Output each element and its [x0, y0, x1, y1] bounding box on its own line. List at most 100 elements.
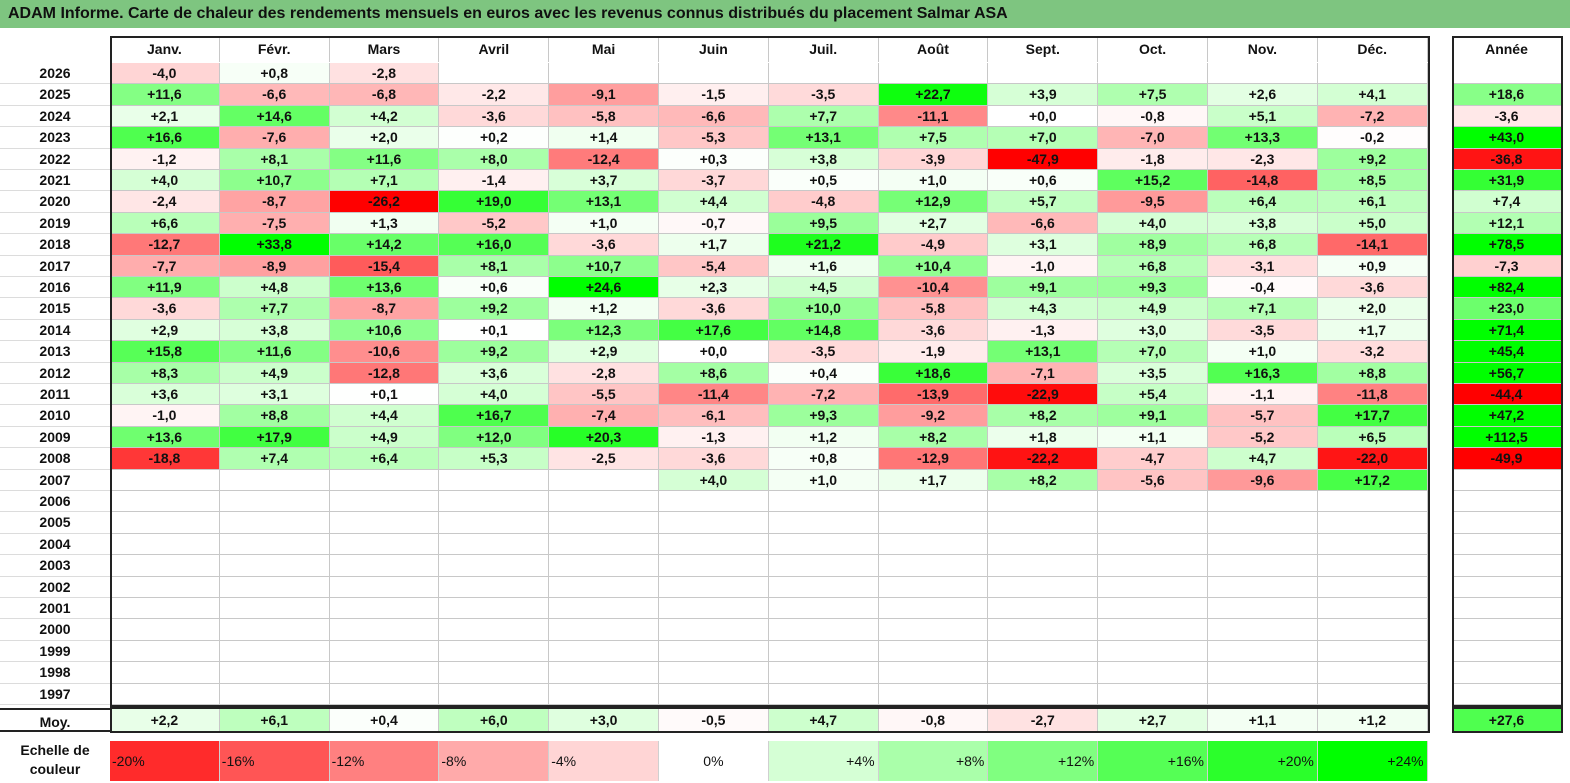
heatmap-cell [988, 662, 1099, 684]
heatmap-cell: +8,3 [110, 362, 220, 384]
year-label: 2017 [0, 256, 110, 277]
heatmap-cell: +5,0 [1317, 212, 1428, 235]
year-label: 2010 [0, 405, 110, 427]
heatmap-cell [1208, 533, 1318, 556]
heatmap-cell: -3,6 [1317, 277, 1428, 299]
heatmap-cell [1208, 63, 1318, 85]
heatmap-cell: -3,6 [659, 298, 769, 320]
heatmap-cell: +13,3 [1208, 127, 1318, 149]
heatmap-cell: +8,1 [219, 148, 330, 170]
heatmap-cell: +10,4 [878, 255, 989, 277]
heatmap-cell: +9,3 [1098, 277, 1208, 299]
heatmap-cell: -9,6 [1208, 469, 1318, 491]
heatmap-cell: -3,5 [768, 84, 879, 106]
heatmap-cell [549, 598, 659, 620]
heatmap-cell: -0,8 [1098, 105, 1208, 128]
month-header: Juin [659, 36, 769, 62]
annual-cell: +7,4 [1452, 191, 1562, 213]
heatmap-cell: +0,8 [219, 63, 330, 85]
year-label: 2005 [0, 512, 110, 534]
heatmap-cell: +13,6 [110, 426, 220, 449]
heatmap-cell: +0,1 [329, 384, 440, 406]
heatmap-cell [659, 683, 769, 705]
annual-cell [1452, 576, 1562, 598]
heatmap-cell [878, 63, 989, 85]
heatmap-cell: -2,8 [549, 362, 659, 384]
heatmap-cell [549, 533, 659, 556]
annual-cell [1452, 63, 1562, 85]
heatmap-cell [768, 491, 879, 513]
year-label: 1999 [0, 641, 110, 663]
heatmap-cell [1208, 512, 1318, 534]
annual-cell [1452, 491, 1562, 513]
heatmap-cell: +13,1 [549, 191, 659, 213]
heatmap-cell [878, 640, 989, 663]
month-header: Juil. [769, 36, 879, 62]
average-cell: -0,5 [659, 708, 769, 732]
heatmap-cell: +3,8 [219, 319, 330, 342]
heatmap-cell [110, 619, 220, 641]
heatmap-cell: +3,1 [988, 234, 1099, 256]
year-label: 2006 [0, 491, 110, 513]
annual-cell: +82,4 [1452, 277, 1562, 299]
heatmap-cell: -3,6 [439, 105, 550, 128]
heatmap-cell: -6,6 [988, 212, 1099, 235]
heatmap-cell: -6,8 [329, 84, 440, 106]
annual-cell [1452, 512, 1562, 534]
heatmap-cell: +0,1 [439, 319, 550, 342]
heatmap-cell [219, 555, 330, 577]
heatmap-cell [1208, 491, 1318, 513]
heatmap-cell: +9,1 [988, 277, 1099, 299]
heatmap-cell: +0,6 [988, 170, 1099, 192]
heatmap-cell: -5,8 [878, 298, 989, 320]
heatmap-cell: +2,3 [659, 277, 769, 299]
heatmap-cell [1208, 683, 1318, 705]
heatmap-cell: -26,2 [329, 191, 440, 213]
heatmap-cell [439, 469, 550, 491]
heatmap-cell [1317, 576, 1428, 598]
heatmap-cell: +8,8 [1317, 362, 1428, 384]
heatmap-cell: +11,6 [329, 148, 440, 170]
heatmap-cell: +1,2 [549, 298, 659, 320]
heatmap-cell [1317, 640, 1428, 663]
year-label: 2001 [0, 598, 110, 620]
heatmap-cell [768, 63, 879, 85]
heatmap-cell: +17,6 [659, 319, 769, 342]
heatmap-cell: -4,7 [1098, 448, 1208, 470]
heatmap-cell [659, 640, 769, 663]
color-scale-stop: +20% [1208, 741, 1318, 781]
heatmap-cell [549, 555, 659, 577]
heatmap-cell: +4,4 [659, 191, 769, 213]
heatmap-cell [329, 555, 440, 577]
heatmap-cell [988, 63, 1099, 85]
heatmap-cell: -5,5 [549, 384, 659, 406]
heatmap-cell: -5,7 [1208, 405, 1318, 427]
annual-cell [1452, 662, 1562, 684]
heatmap-cell: +7,5 [878, 127, 989, 149]
heatmap-cell: +5,3 [439, 448, 550, 470]
heatmap-cell [768, 512, 879, 534]
heatmap-cell [659, 576, 769, 598]
heatmap-cell: +0,4 [768, 362, 879, 384]
heatmap-cell: +2,0 [329, 127, 440, 149]
annual-cell: +47,2 [1452, 405, 1562, 427]
annual-header: Année [1452, 36, 1562, 62]
heatmap-cell [439, 619, 550, 641]
heatmap-cell [549, 491, 659, 513]
heatmap-cell: +2,9 [549, 341, 659, 363]
heatmap-cell: +3,6 [439, 362, 550, 384]
heatmap-cell: -11,8 [1317, 384, 1428, 406]
heatmap-cell: +2,7 [878, 212, 989, 235]
heatmap-cell: +4,0 [659, 469, 769, 491]
heatmap-cell [439, 533, 550, 556]
annual-cell: +31,9 [1452, 170, 1562, 192]
average-cell: +2,7 [1098, 708, 1208, 732]
heatmap-cell [110, 469, 220, 491]
average-cell: +0,4 [329, 708, 440, 732]
heatmap-cell [219, 662, 330, 684]
heatmap-cell [110, 512, 220, 534]
average-cell: -0,8 [878, 708, 989, 732]
heatmap-cell: -1,0 [110, 405, 220, 427]
heatmap-cell: +0,3 [659, 148, 769, 170]
month-header: Avril [439, 36, 550, 62]
